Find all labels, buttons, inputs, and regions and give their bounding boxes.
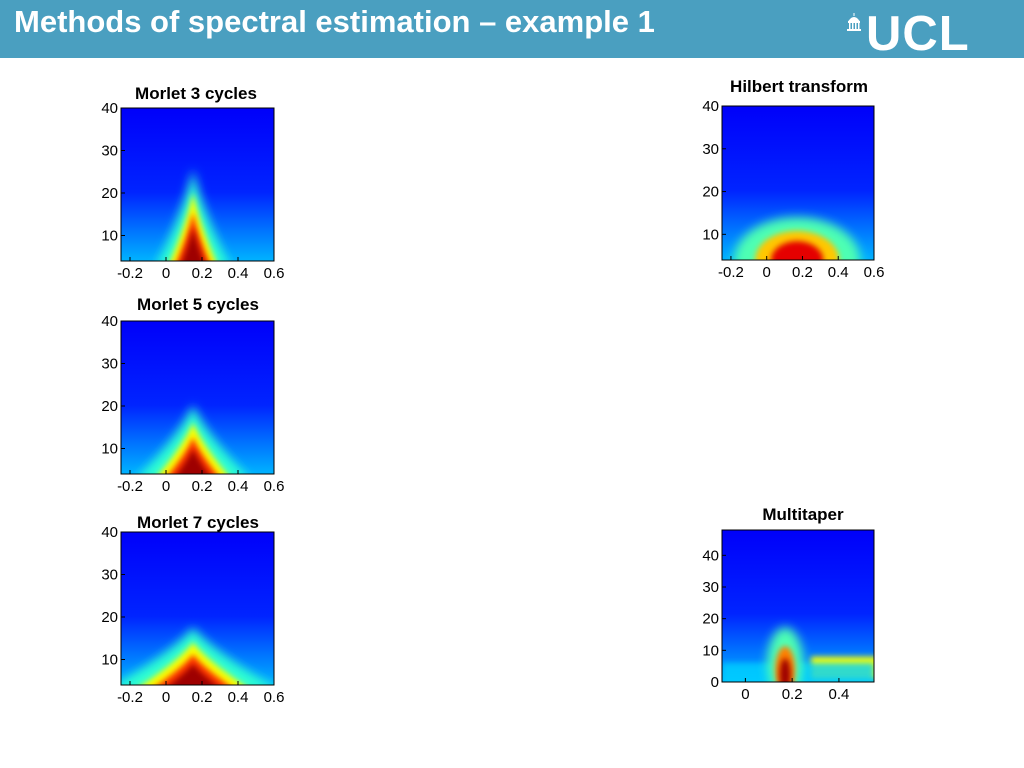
y-tick-label: 10 [101,652,118,669]
x-tick-label: -0.2 [718,264,744,281]
heatmap-frame [721,105,875,261]
y-tick-label: 0 [711,674,719,691]
slide-header: Methods of spectral estimation – example… [0,0,1024,61]
x-tick-label: 0.2 [192,265,213,282]
x-tick-label: 0.6 [864,264,885,281]
heatmap-frame [120,320,275,475]
y-tick-label: 10 [702,642,719,659]
x-tick-label: -0.2 [117,689,143,706]
x-tick-label: 0.4 [828,264,849,281]
chart-title-morlet-5: Morlet 5 cycles [137,295,259,314]
y-tick-label: 30 [101,143,118,160]
x-tick-label: 0 [162,478,170,495]
heatmap-1: -0.2 0 0.2 0.4 0.6 10 20 30 40 [101,313,284,495]
chart-title-morlet-7: Morlet 7 cycles [137,513,259,532]
x-tick-label: 0.4 [228,265,249,282]
ucl-logo: UCL [846,7,969,61]
x-tick-label: -0.2 [117,265,143,282]
heatmap-field [722,106,874,260]
y-tick-label: 30 [702,141,719,158]
y-tick-label: 20 [101,398,118,415]
x-tick-label: 0 [741,686,749,703]
x-tick-label: 0.4 [228,689,249,706]
x-tick-label: 0 [763,264,771,281]
chart-title-hilbert: Hilbert transform [730,77,868,96]
y-tick-label: 40 [101,313,118,330]
heatmap-peak-core [169,663,217,685]
heatmap-peak-core [182,227,204,261]
x-tick-label: 0.2 [782,686,803,703]
heatmap-peak-core [779,658,791,682]
y-tick-label: 40 [702,98,719,115]
y-tick-label: 20 [702,184,719,201]
y-tick-label: 20 [101,185,118,202]
y-tick-label: 20 [101,609,118,626]
x-tick-label: 0.6 [264,478,285,495]
x-tick-label: 0 [162,265,170,282]
x-tick-label: 0.4 [828,686,849,703]
chart-title-multitaper: Multitaper [762,505,844,524]
chart-title-morlet-3: Morlet 3 cycles [135,84,257,103]
y-tick-label: 40 [101,100,118,117]
y-tick-label: 40 [101,524,118,541]
heatmap-frame [721,529,875,683]
heatmap-3: -0.2 0 0.2 0.4 0.6 10 20 30 40 [702,98,885,281]
y-tick-label: 10 [101,228,118,245]
heatmap-peak-core [177,448,209,474]
heatmap-field [121,108,274,261]
heatmap-field [121,321,274,474]
y-tick-label: 10 [101,441,118,458]
y-tick-label: 30 [101,567,118,584]
x-tick-label: 0.6 [264,265,285,282]
y-tick-label: 40 [702,547,719,564]
heatmap-frame [120,107,275,262]
x-tick-label: 0.6 [264,689,285,706]
x-tick-label: 0.2 [192,689,213,706]
heatmap-frame [120,531,275,686]
slide-title: Methods of spectral estimation – example… [14,4,655,39]
x-tick-label: 0.4 [228,478,249,495]
y-tick-label: 10 [702,226,719,243]
heatmap-field [722,530,874,682]
ucl-logo-text: UCL [866,7,970,61]
heatmap-peak-core [771,241,824,260]
ucl-dome-icon [847,13,861,31]
x-tick-label: 0 [162,689,170,706]
heatmap-2: -0.2 0 0.2 0.4 0.6 10 20 30 40 [101,524,284,706]
x-tick-label: -0.2 [117,478,143,495]
y-tick-label: 30 [101,356,118,373]
heatmap-field [121,532,274,685]
y-tick-label: 20 [702,611,719,628]
heatmap-0: -0.2 0 0.2 0.4 0.6 10 20 30 40 [101,100,284,282]
x-tick-label: 0.2 [192,478,213,495]
x-tick-label: 0.2 [792,264,813,281]
y-tick-label: 30 [702,579,719,596]
heatmap-4: 0 0.2 0.4 0 10 20 30 40 [702,529,875,703]
